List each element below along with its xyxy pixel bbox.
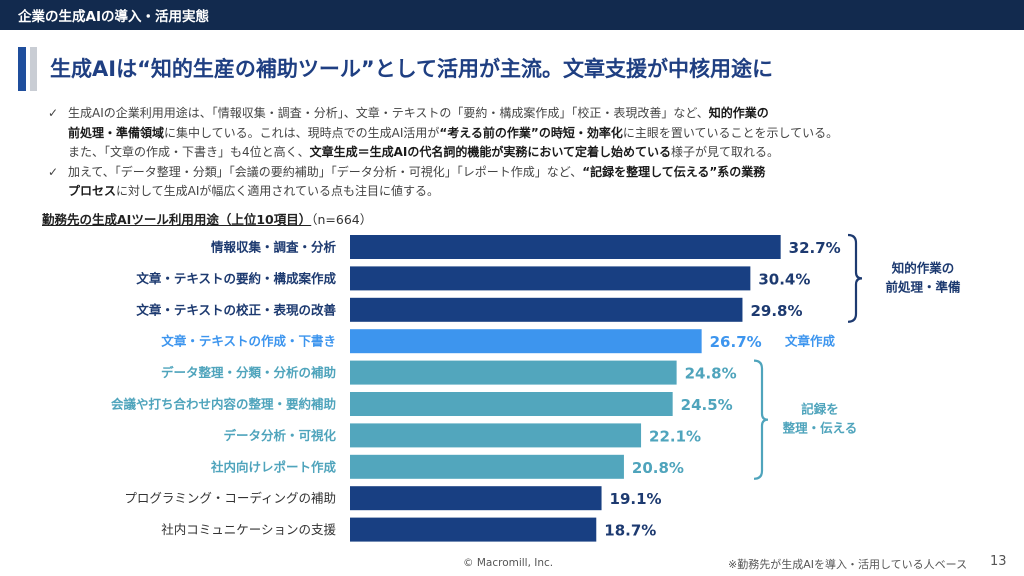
category-label: プログラミング・コーディングの補助 [124,491,336,506]
summary-bullets: ✓ 生成AIの企業利用用途は、「情報収集・調査・分析」、文章・テキストの「要約・構… [46,104,1016,202]
value-label: 32.7% [789,239,841,257]
bullet-item: ✓ 加えて、「データ整理・分類」「会議の要約補助」「データ分析・可視化」「レポート… [46,163,1016,202]
title-accent-bar-gray [30,47,37,91]
check-icon: ✓ [48,164,59,179]
category-label: 情報収集・調査・分析 [211,240,337,255]
group-label: 整理・伝える [783,421,858,436]
bullet-text: 様子が見て取れる。 [671,145,780,159]
bullet-line: 生成AIの企業利用用途は、「情報収集・調査・分析」、文章・テキストの「要約・構成… [68,104,1016,124]
value-label: 19.1% [610,490,662,508]
category-label: 会議や打ち合わせ内容の整理・要約補助 [111,397,336,412]
bullet-text: に集中している。これは、現時点での生成AI活用が [164,125,440,140]
group-label: 文章作成 [785,334,836,349]
group-bracket [847,233,863,323]
sample-size: （n=664） [311,212,373,227]
bullet-line: また、「文章の作成・下書き」も4位と高く、文章生成＝生成AIの代名詞的機能が実務… [68,143,1016,163]
bar [350,454,624,479]
footnote: ※勤務先が生成AIを導入・活用している人ベース [728,558,968,571]
top-header-bar: 企業の生成AIの導入・活用実態 [0,0,1024,30]
bullet-text: また、「文章の作成・下書き」も4位と高く、 [68,145,310,159]
bar [350,266,751,291]
bullet-text: に主眼を置いていることを示している。 [622,125,839,140]
copyright: © Macromill, Inc. [463,557,554,569]
group-label: 知的作業の [891,260,955,275]
bar [350,392,673,416]
value-label: 18.7% [604,522,656,540]
page-number: 13 [990,554,1007,569]
bullet-line: 加えて、「データ整理・分類」「会議の要約補助」「データ分析・可視化」「レポート作… [68,163,1016,183]
title-accent-bar [18,47,26,91]
bullet-emphasis: “記録を整理して伝える”系の業務 [582,164,766,179]
bullet-text: 生成AIの企業利用用途は、「情報収集・調査・分析」、文章・テキストの「要約・構成… [68,106,709,120]
bullet-text: 加えて、「データ整理・分類」「会議の要約補助」「データ分析・可視化」「レポート作… [68,164,583,179]
bullet-line: 前処理・準備領域に集中している。これは、現時点での生成AI活用が“考える前の作業… [68,124,1016,144]
bar [350,517,597,542]
category-label: 文章・テキストの校正・表現の改善 [136,302,336,317]
bar [350,486,602,511]
category-label: 社内コミュニケーションの支援 [161,522,336,537]
group-bracket [753,359,769,480]
category-label: 文章・テキストの作成・下書き [161,334,336,349]
bar [350,360,677,385]
check-icon: ✓ [48,106,59,120]
bullet-emphasis: 知的作業の [708,106,769,120]
chart-title-row: 勤務先の生成AIツール利用用途（上位10項目）（n=664） [42,209,372,228]
bar [350,297,743,322]
chart-title: 勤務先の生成AIツール利用用途（上位10項目） [42,212,312,227]
bullet-emphasis: “考える前の作業”の時短・効率化 [439,125,623,140]
group-label: 記録を [801,402,839,417]
bullet-line: プロセスに対して生成AIが幅広く適用されている点も注目に値する。 [68,182,1016,202]
value-label: 24.8% [685,365,737,383]
bar [350,329,702,354]
value-label: 30.4% [758,270,810,288]
bullet-text: に対して生成AIが幅広く適用されている点も注目に値する。 [116,184,440,198]
category-label: 文章・テキストの要約・構成案作成 [136,271,336,286]
category-label: 社内向けレポート作成 [210,459,337,474]
value-label: 26.7% [710,333,762,351]
value-label: 22.1% [649,427,701,445]
category-label: データ整理・分類・分析の補助 [161,365,336,380]
value-label: 20.8% [632,459,684,477]
bullet-emphasis: 文章生成＝生成AIの代名詞的機能が実務において定着し始めている [309,145,672,159]
page-title: 生成AIは“知的生産の補助ツール”として活用が主流。文章支援が中核用途に [50,57,774,81]
group-label: 前処理・準備 [885,279,961,294]
value-label: 29.8% [750,302,802,320]
bullet-emphasis: 前処理・準備領域 [68,125,165,140]
bullet-item: ✓ 生成AIの企業利用用途は、「情報収集・調査・分析」、文章・テキストの「要約・構… [46,104,1016,163]
bar [350,423,642,448]
value-label: 24.5% [681,396,733,414]
bar [350,235,781,259]
bullet-emphasis: プロセス [68,184,117,198]
category-label: データ分析・可視化 [223,428,336,443]
section-title: 企業の生成AIの導入・活用実態 [18,9,209,25]
